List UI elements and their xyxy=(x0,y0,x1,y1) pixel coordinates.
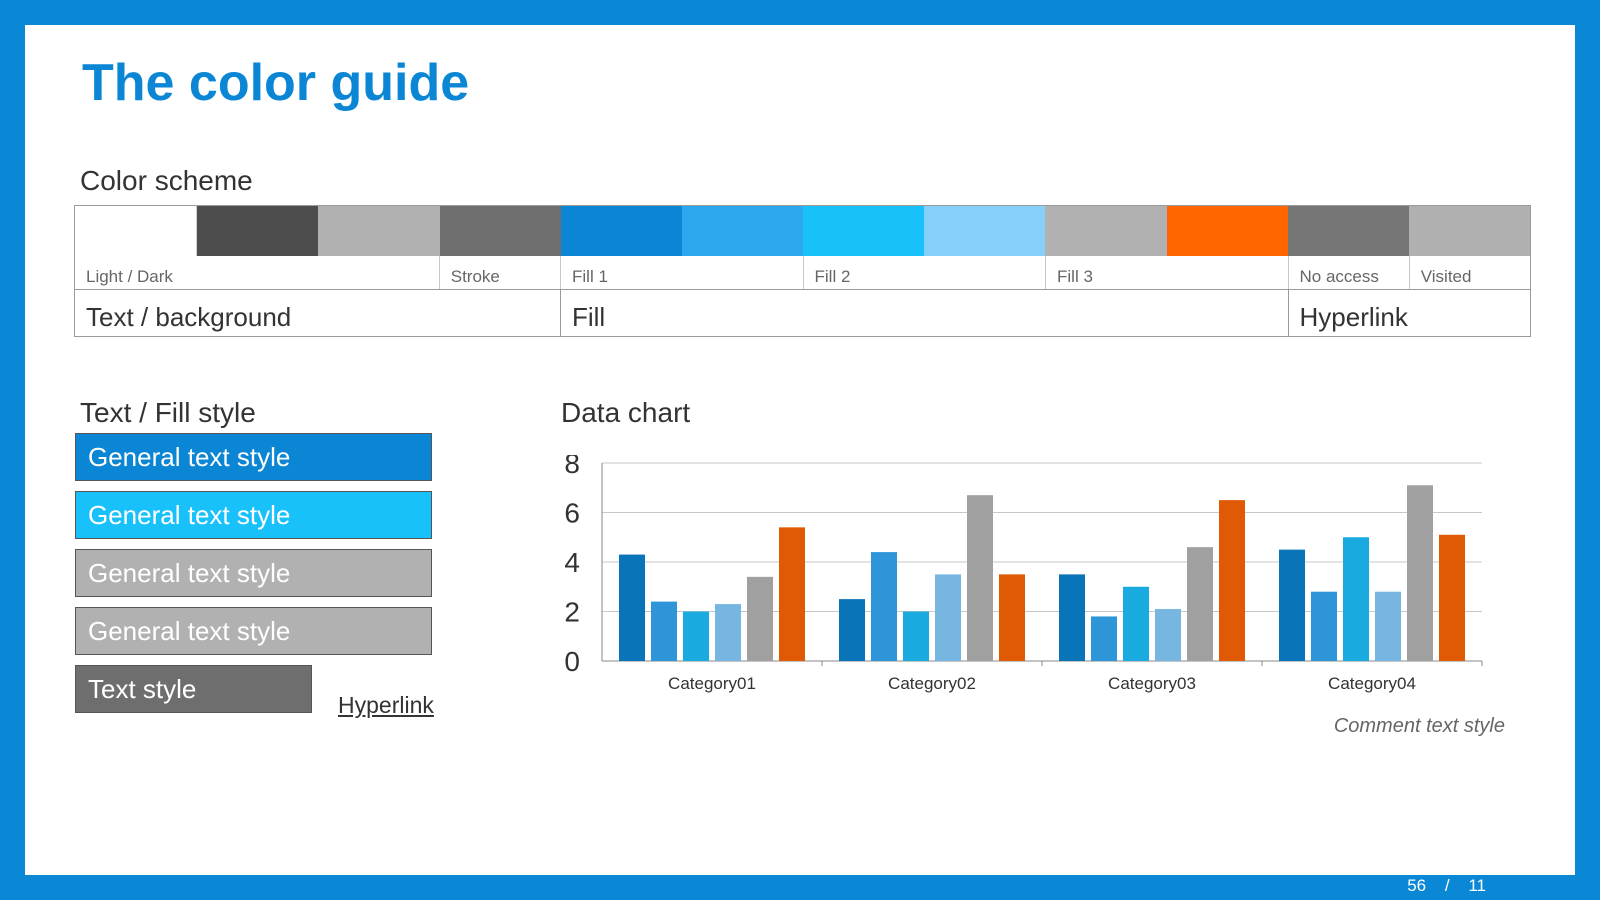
x-tick-label: Category04 xyxy=(1328,674,1416,693)
bar xyxy=(935,574,961,661)
bar xyxy=(1311,591,1337,661)
color-swatch xyxy=(681,206,804,256)
color-swatch xyxy=(1166,206,1288,256)
scheme-mainlabel: Hyperlink xyxy=(1287,289,1531,337)
style-box-text: Text style xyxy=(75,665,312,713)
bar xyxy=(683,611,709,661)
color-swatch xyxy=(439,206,561,256)
slide: The color guide Color scheme Light / Dar… xyxy=(25,25,1575,875)
y-tick-label: 2 xyxy=(564,597,580,628)
color-swatch xyxy=(924,206,1046,256)
color-swatch xyxy=(1287,206,1409,256)
color-scheme-table: Light / Dark Stroke Fill 1 Fill 2 Fill 3 No a… xyxy=(74,205,1531,337)
text-fill-heading: Text / Fill style xyxy=(80,397,256,428)
scheme-mainlabel: Fill xyxy=(560,289,1288,337)
bar xyxy=(779,527,805,661)
color-swatch xyxy=(803,206,925,256)
style-box-fill1: General text style xyxy=(75,433,432,481)
color-swatch xyxy=(75,206,198,256)
bar xyxy=(1343,537,1369,661)
comment-text: Comment text style xyxy=(1333,715,1505,737)
bar xyxy=(1439,534,1465,661)
bar xyxy=(1123,586,1149,661)
bar xyxy=(619,554,645,661)
x-tick-label: Category01 xyxy=(668,674,756,693)
bar xyxy=(1155,609,1181,661)
bar xyxy=(871,552,897,661)
style-box-fill2: General text style xyxy=(75,491,432,539)
scheme-mainlabel: Text / background xyxy=(86,302,292,332)
scheme-sublabel: Light / Dark xyxy=(86,267,173,286)
bar-chart: 0 2 4 6 8 Category01 Category02 Category03 Categ… xyxy=(564,455,1483,693)
hyperlink-link[interactable]: Hyperlink xyxy=(338,692,434,718)
color-swatch xyxy=(1045,206,1167,256)
color-swatch xyxy=(560,206,682,256)
bar xyxy=(839,599,865,661)
color-swatch xyxy=(318,206,440,256)
scheme-sublabel: Fill 2 xyxy=(802,256,1046,289)
scheme-sublabel: Visited xyxy=(1408,256,1530,289)
bar xyxy=(651,601,677,661)
data-chart-heading: Data chart xyxy=(561,397,691,428)
bar xyxy=(1375,591,1401,661)
bar xyxy=(999,574,1025,661)
y-tick-label: 4 xyxy=(564,547,580,578)
bar xyxy=(1187,547,1213,661)
bar xyxy=(1279,549,1305,661)
page-title: The color guide xyxy=(82,54,470,112)
x-tick-label: Category02 xyxy=(888,674,976,693)
bar xyxy=(715,604,741,661)
y-tick-label: 6 xyxy=(564,498,580,529)
bar xyxy=(1059,574,1085,661)
scheme-sublabel: Fill 3 xyxy=(1045,256,1288,289)
bar xyxy=(1219,500,1245,661)
bar xyxy=(1091,616,1117,661)
bar xyxy=(967,495,993,661)
y-tick-label: 8 xyxy=(564,455,580,479)
bar xyxy=(1407,485,1433,661)
y-tick-label: 0 xyxy=(564,646,580,677)
scheme-sublabel: No access xyxy=(1287,256,1409,289)
color-swatch xyxy=(197,206,319,256)
scheme-sublabel: Fill 1 xyxy=(560,256,803,289)
bar xyxy=(747,576,773,661)
sublabel-row: Light / Dark Stroke Fill 1 Fill 2 Fill 3 No a… xyxy=(75,256,1530,290)
swatch-row xyxy=(75,206,1531,256)
style-box-fill3b: General text style xyxy=(75,607,432,655)
color-swatch xyxy=(1408,206,1531,256)
style-box-fill3a: General text style xyxy=(75,549,432,597)
mainlabel-row: Text / background Fill Hyperlink xyxy=(75,289,1530,337)
x-tick-label: Category03 xyxy=(1108,674,1196,693)
scheme-sublabel: Stroke xyxy=(438,256,560,289)
page-number: 56 / 11 xyxy=(1407,876,1486,895)
bar xyxy=(903,611,929,661)
color-scheme-heading: Color scheme xyxy=(80,165,253,196)
